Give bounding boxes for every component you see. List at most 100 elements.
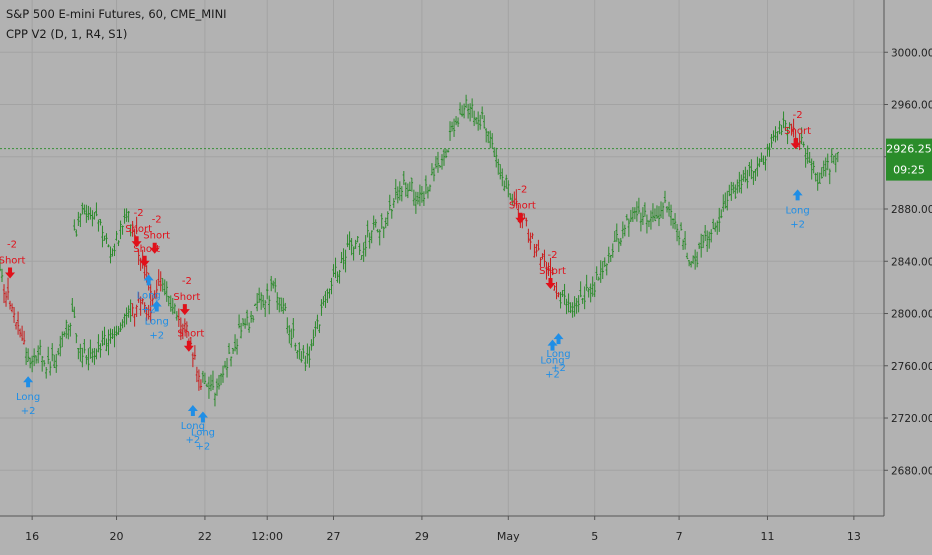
price-bar <box>127 210 130 223</box>
price-bar <box>476 111 480 131</box>
arrow-down-icon <box>790 138 801 150</box>
signal-label: Short <box>509 201 536 212</box>
arrow-up-icon <box>187 404 198 416</box>
price-bar <box>545 261 548 280</box>
price-bar <box>103 235 106 241</box>
price-bar <box>185 321 189 338</box>
price-bar <box>203 372 207 384</box>
price-bar <box>370 230 373 244</box>
price-bar <box>227 343 231 355</box>
price-bar <box>73 219 76 231</box>
price-bar <box>679 222 683 231</box>
price-bar <box>581 297 584 304</box>
price-bar <box>460 105 464 117</box>
price-bar <box>830 148 833 164</box>
price-bar <box>117 326 120 335</box>
x-tick-label: 20 <box>110 530 124 543</box>
price-bar <box>53 354 56 369</box>
y-tick-label: 3000.00 <box>891 47 932 59</box>
price-bar <box>296 350 299 359</box>
price-bar <box>77 348 80 360</box>
price-bar <box>390 209 393 219</box>
short-signal: -2 Short <box>509 185 536 224</box>
long-signal: Long +2 <box>546 333 571 374</box>
arrow-down-icon <box>545 278 556 290</box>
price-bar <box>756 156 759 177</box>
price-bar <box>402 170 406 185</box>
signal-qty: -2 <box>152 215 162 226</box>
price-bar <box>0 268 4 283</box>
price-bar <box>356 236 359 243</box>
price-bar <box>350 238 353 256</box>
price-bar <box>551 267 554 276</box>
price-bar <box>468 103 472 122</box>
signal-qty: +2 <box>196 441 211 452</box>
signal-qty: +2 <box>551 363 566 374</box>
price-bar <box>117 240 120 247</box>
price-bar <box>89 339 92 359</box>
long-signal: Long +2 <box>181 404 205 446</box>
price-bar <box>43 360 46 367</box>
price-bar <box>245 309 249 326</box>
price-bar <box>85 354 88 365</box>
price-bar <box>366 220 369 238</box>
price-bar <box>354 239 357 249</box>
price-bar <box>129 299 132 322</box>
price-bar <box>806 145 809 164</box>
price-bar <box>259 292 263 310</box>
long-signal: Long +2 <box>137 274 161 315</box>
price-bar <box>505 174 508 189</box>
arrow-down-icon <box>179 304 190 316</box>
price-bar <box>81 202 84 215</box>
price-bar <box>509 193 512 200</box>
price-bar <box>344 249 347 273</box>
price-bar <box>79 213 82 228</box>
price-bar <box>261 295 265 308</box>
price-bar <box>253 303 257 306</box>
signal-qty: -2 <box>134 208 144 219</box>
price-bar <box>103 326 106 346</box>
signal-qty: +2 <box>545 370 560 381</box>
price-bar <box>91 348 94 363</box>
long-signal: Long +2 <box>16 376 40 417</box>
signal-label: Long <box>16 392 40 403</box>
price-bar <box>161 277 164 292</box>
price-bar <box>641 207 645 225</box>
price-bar <box>430 163 434 176</box>
price-bar <box>416 191 420 205</box>
price-bar <box>113 326 116 348</box>
price-bar <box>766 143 769 157</box>
price-bar <box>432 167 436 182</box>
price-bar <box>229 356 233 367</box>
price-bar <box>770 133 773 148</box>
price-bar <box>611 243 614 258</box>
price-bar <box>708 231 711 249</box>
price-bar <box>388 194 391 211</box>
price-bar <box>541 253 544 260</box>
price-bar <box>436 151 440 173</box>
price-bar <box>18 328 22 338</box>
price-bar <box>171 297 174 315</box>
price-bar <box>754 168 757 181</box>
price-bar <box>362 242 365 262</box>
arrow-up-icon <box>792 189 803 201</box>
price-bar <box>175 311 178 321</box>
price-bar <box>2 284 6 304</box>
price-bar <box>527 228 530 243</box>
signal-qty: +2 <box>790 219 805 230</box>
price-bar <box>8 300 12 310</box>
price-bar <box>671 218 675 229</box>
price-bar <box>22 330 26 345</box>
price-bar <box>499 164 502 180</box>
price-bar <box>131 220 134 237</box>
price-bar <box>143 302 146 313</box>
price-bar <box>424 175 428 195</box>
price-bar <box>722 194 725 212</box>
price-bar <box>302 345 305 359</box>
price-bar <box>834 153 837 173</box>
price-bar <box>464 94 468 108</box>
x-tick-label: 22 <box>198 530 212 543</box>
price-bar <box>282 297 285 314</box>
